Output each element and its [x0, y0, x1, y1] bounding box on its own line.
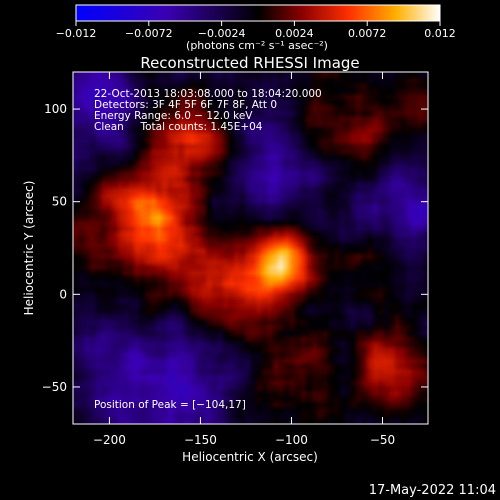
colorbar-tick-label: 0.0072 [348, 27, 387, 40]
plot-frame [72, 71, 429, 425]
y-tick-label: −50 [42, 380, 67, 394]
annotation-energy: Energy Range: 6.0 − 12.0 keV [94, 110, 253, 122]
colorbar-ticks: −0.012 −0.0072 −0.0024 0.0024 0.0072 0.012 [56, 21, 456, 40]
axis-ticks: −200 −150 −100 −50 −50 0 50 100 [42, 72, 428, 447]
x-tick-label: −50 [370, 433, 395, 447]
colorbar-tick-label: −0.0072 [125, 27, 173, 40]
x-tick-label: −150 [184, 433, 217, 447]
timestamp: 17-May-2022 11:04 [369, 483, 496, 498]
x-tick-label: −100 [275, 433, 308, 447]
peak-position-label: Position of Peak = [−104,17] [94, 399, 246, 411]
y-tick-label: 50 [52, 195, 67, 209]
colorbar-tick-label: −0.0024 [198, 27, 246, 40]
annotation-detectors: Detectors: 3F 4F 5F 6F 7F 8F, Att 0 [94, 99, 277, 111]
colorbar-tick-label: 0.0024 [275, 27, 314, 40]
colorbar-tick-label: 0.012 [424, 27, 456, 40]
colorbar-tick-label: −0.012 [56, 27, 97, 40]
y-tick-label: 100 [44, 102, 67, 116]
x-axis-label: Heliocentric X (arcsec) [182, 450, 318, 464]
annotation-time: 22-Oct-2013 18:03:08.000 to 18:04:20.000 [94, 88, 322, 100]
annotation-counts: Clean Total counts: 1.45E+04 [94, 121, 263, 133]
heatmap-image [73, 72, 428, 424]
chart-title: Reconstructed RHESSI Image [140, 54, 359, 72]
colorbar [75, 4, 441, 22]
colorbar-unit-label: (photons cm⁻² s⁻¹ asec⁻²) [186, 39, 328, 52]
x-tick-label: −200 [93, 433, 126, 447]
y-tick-label: 0 [59, 287, 67, 301]
y-axis-label: Heliocentric Y (arcsec) [22, 181, 36, 316]
